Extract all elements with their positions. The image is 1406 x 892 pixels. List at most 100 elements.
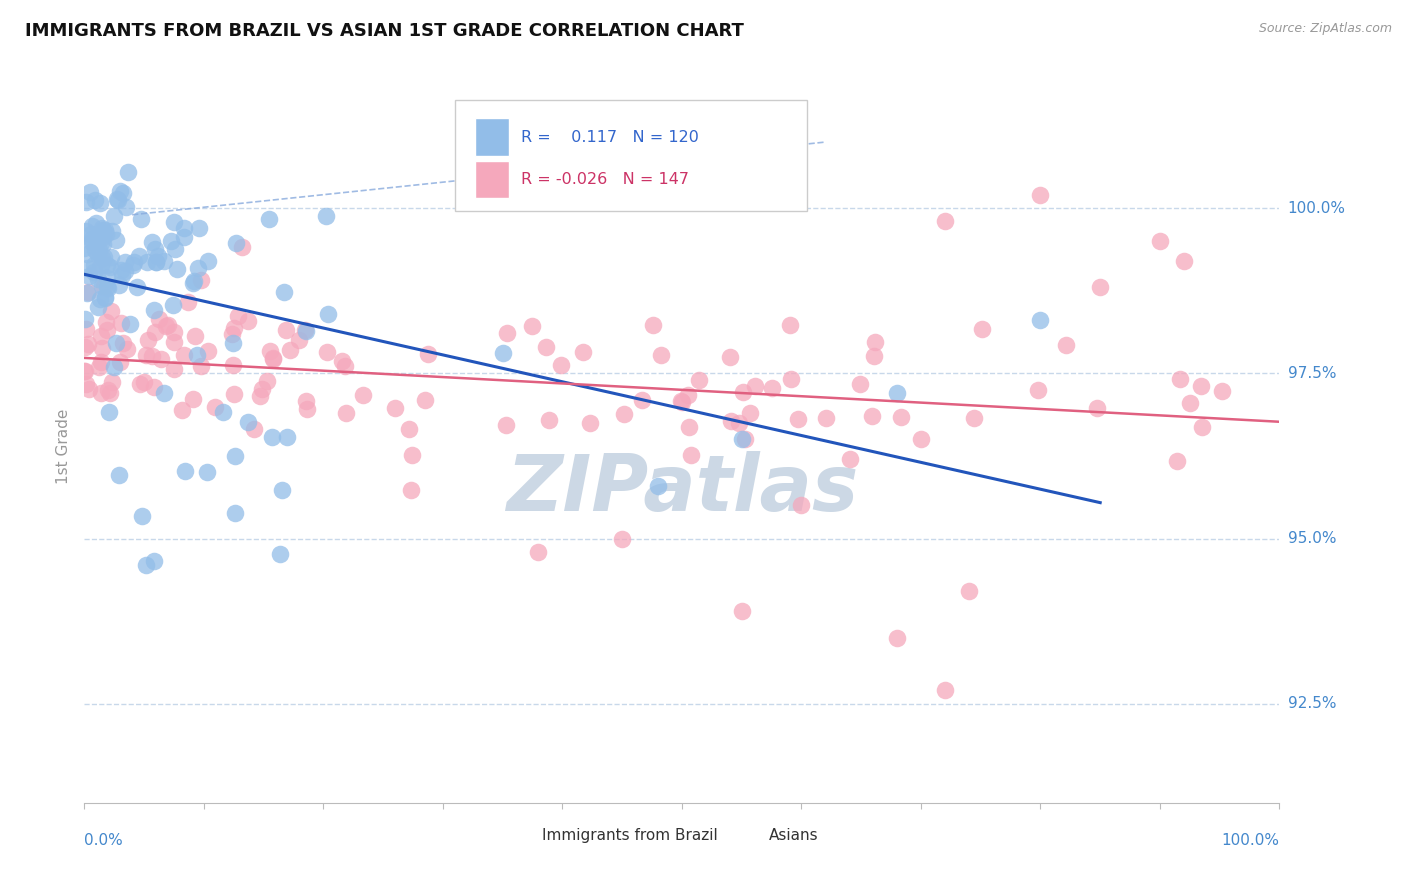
Point — [295, 394, 318, 409]
Point — [276, 430, 298, 444]
Point — [135, 558, 157, 573]
Point — [1166, 454, 1188, 468]
Point — [262, 351, 284, 365]
Point — [1090, 280, 1112, 294]
Point — [231, 240, 253, 254]
Point — [118, 317, 141, 331]
Point — [107, 193, 129, 207]
Text: Source: ZipAtlas.com: Source: ZipAtlas.com — [1258, 22, 1392, 36]
Point — [89, 292, 111, 306]
Point — [1026, 383, 1049, 397]
Point — [579, 417, 602, 431]
Point — [93, 278, 115, 293]
Bar — [509, 822, 533, 849]
Point — [1191, 419, 1213, 434]
Point — [181, 276, 204, 290]
Point — [256, 375, 278, 389]
Point — [212, 405, 235, 419]
Point — [225, 236, 247, 251]
Point — [222, 358, 245, 372]
Point — [963, 411, 986, 425]
Point — [153, 254, 176, 268]
Point — [1087, 401, 1109, 416]
Point — [186, 348, 208, 362]
Point — [718, 350, 741, 364]
Text: Asians: Asians — [769, 828, 818, 843]
Point — [76, 260, 98, 275]
Point — [91, 278, 114, 293]
Point — [1149, 234, 1171, 248]
Point — [122, 254, 145, 268]
Point — [82, 232, 104, 246]
Point — [103, 209, 125, 223]
Point — [779, 318, 801, 333]
Point — [87, 272, 110, 286]
Point — [76, 376, 98, 391]
Point — [415, 393, 437, 408]
Point — [75, 195, 97, 210]
Point — [734, 432, 756, 446]
Point — [957, 584, 980, 599]
Point — [77, 268, 100, 283]
Point — [790, 499, 813, 513]
Point — [886, 631, 908, 645]
Point — [163, 362, 186, 376]
Text: IMMIGRANTS FROM BRAZIL VS ASIAN 1ST GRADE CORRELATION CHART: IMMIGRANTS FROM BRAZIL VS ASIAN 1ST GRAD… — [25, 22, 744, 40]
Point — [173, 220, 195, 235]
Point — [73, 364, 96, 378]
Point — [863, 349, 886, 363]
Point — [110, 316, 132, 330]
Text: ZIPatlas: ZIPatlas — [506, 450, 858, 527]
Point — [720, 414, 742, 428]
Point — [96, 258, 118, 272]
Point — [73, 241, 96, 255]
Point — [731, 604, 754, 618]
Point — [612, 532, 634, 546]
Point — [190, 359, 212, 373]
Point — [262, 430, 284, 444]
Point — [94, 291, 117, 305]
Bar — [735, 822, 759, 849]
Point — [107, 278, 129, 293]
Point — [173, 229, 195, 244]
Point — [83, 258, 105, 272]
Point — [97, 281, 120, 295]
Point — [671, 395, 693, 409]
Point — [1029, 188, 1052, 202]
Point — [1211, 384, 1233, 398]
Point — [84, 216, 107, 230]
Point — [676, 387, 699, 401]
Point — [90, 329, 112, 343]
Point — [129, 212, 152, 227]
Point — [733, 384, 755, 399]
Point — [224, 506, 246, 520]
Point — [87, 360, 110, 375]
Point — [114, 254, 136, 268]
Point — [91, 229, 114, 244]
Point — [1189, 379, 1212, 393]
Point — [104, 336, 127, 351]
Point — [115, 343, 138, 357]
Point — [146, 249, 169, 263]
Point — [262, 351, 284, 366]
Point — [910, 433, 932, 447]
Point — [252, 382, 274, 396]
Point — [73, 364, 96, 378]
Point — [274, 322, 297, 336]
Point — [787, 412, 810, 426]
Point — [173, 348, 195, 362]
Point — [315, 345, 337, 359]
Point — [77, 285, 100, 299]
Text: 100.0%: 100.0% — [1222, 833, 1279, 848]
Point — [80, 227, 103, 242]
Point — [613, 407, 636, 421]
Point — [110, 263, 132, 277]
Point — [83, 193, 105, 207]
Point — [80, 235, 103, 250]
Point — [90, 385, 112, 400]
Point — [761, 381, 783, 395]
Point — [537, 413, 560, 427]
Point — [269, 547, 291, 561]
Point — [87, 248, 110, 262]
Point — [330, 354, 353, 368]
